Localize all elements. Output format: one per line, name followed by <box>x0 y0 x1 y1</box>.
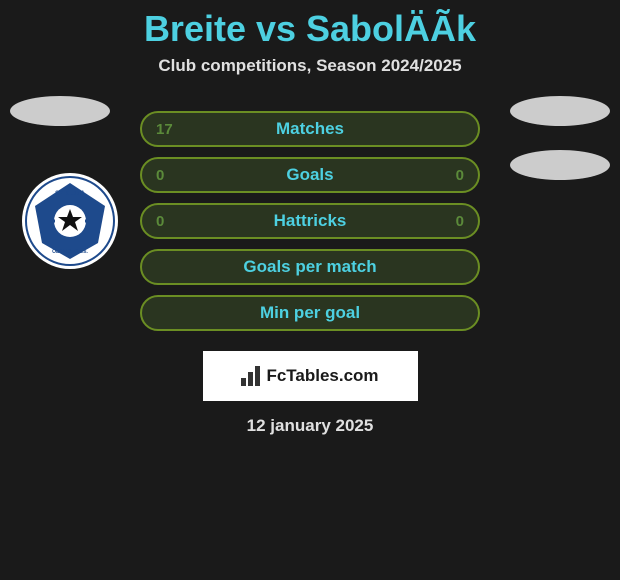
stat-label: Goals <box>286 165 333 185</box>
player-left-avatar <box>10 96 110 126</box>
watermark-text: FcTables.com <box>266 366 378 386</box>
svg-text:SK SIGMA: SK SIGMA <box>55 191 85 197</box>
svg-text:OLOMOUC a.s.: OLOMOUC a.s. <box>52 249 88 255</box>
date: 12 january 2025 <box>0 416 620 436</box>
stat-bar: Goals per match <box>140 249 480 285</box>
stat-value-right: 0 <box>444 167 464 184</box>
stat-value-left: 17 <box>156 121 176 138</box>
chart-icon <box>241 366 260 386</box>
stat-bar: 17 Matches <box>140 111 480 147</box>
crest-icon: SK SIGMA OLOMOUC a.s. <box>20 171 120 271</box>
stat-bar: Min per goal <box>140 295 480 331</box>
stat-bar: 0 Goals 0 <box>140 157 480 193</box>
stat-value-left: 0 <box>156 167 176 184</box>
stats-container: SK SIGMA OLOMOUC a.s. 17 Matches 0 Goals 0 0 H… <box>0 111 620 436</box>
stat-value-right: 0 <box>444 213 464 230</box>
stat-label: Matches <box>276 119 344 139</box>
stat-label: Min per goal <box>260 303 360 323</box>
stat-label: Hattricks <box>274 211 347 231</box>
stat-bar: 0 Hattricks 0 <box>140 203 480 239</box>
page-title: Breite vs SabolÄÃ­k <box>0 0 620 56</box>
player-right-avatar <box>510 96 610 180</box>
avatar-placeholder <box>10 96 110 126</box>
page-subtitle: Club competitions, Season 2024/2025 <box>0 56 620 76</box>
club-crest: SK SIGMA OLOMOUC a.s. <box>20 171 120 271</box>
stat-value-left: 0 <box>156 213 176 230</box>
avatar-placeholder <box>510 150 610 180</box>
avatar-placeholder <box>510 96 610 126</box>
stat-label: Goals per match <box>243 257 376 277</box>
watermark: FcTables.com <box>203 351 418 401</box>
